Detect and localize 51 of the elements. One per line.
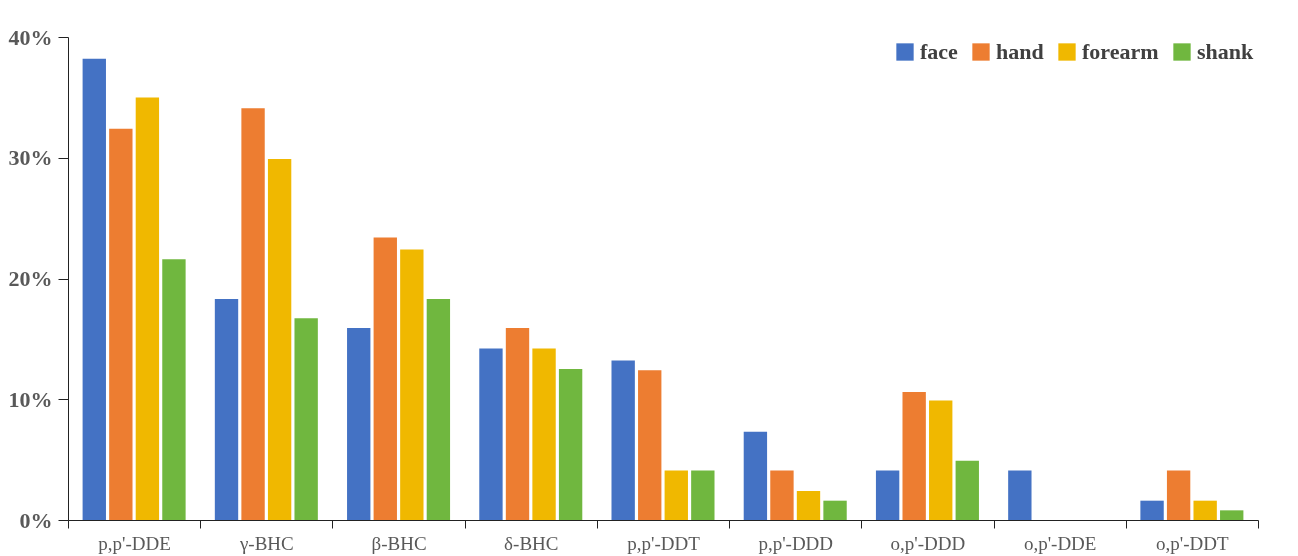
x-tick-label: p,p'-DDE (98, 532, 171, 554)
x-tick-label: γ-BHC (238, 532, 294, 554)
x-tick-label: o,p'-DDT (1156, 532, 1230, 554)
x-tick-label: o,p'-DDD (890, 532, 966, 554)
bar (1193, 500, 1217, 520)
bar (135, 97, 160, 520)
bar (294, 318, 318, 520)
legend-label: hand (996, 39, 1044, 64)
bar (902, 392, 926, 520)
x-tick-label: p,p'-DDD (758, 532, 834, 554)
y-tick-label: 30% (8, 145, 53, 171)
bar (505, 328, 530, 520)
bar (770, 470, 794, 520)
bar (823, 500, 847, 520)
bar (109, 128, 133, 520)
bar (267, 158, 292, 520)
x-tick-label: β-BHC (371, 532, 427, 554)
bar (638, 370, 662, 520)
bar (796, 491, 821, 520)
bar (1220, 510, 1244, 520)
bar (691, 470, 715, 520)
y-tick-label: 0% (19, 507, 53, 533)
bar (955, 460, 979, 520)
x-tick-label: p,p'-DDT (627, 532, 701, 554)
bar (743, 431, 768, 520)
legend-label: shank (1197, 39, 1255, 64)
bar (82, 58, 106, 520)
bar (1008, 470, 1032, 520)
bar (875, 470, 900, 520)
legend-label: forearm (1082, 39, 1159, 64)
x-tick-label: δ-BHC (504, 532, 559, 554)
bar (373, 237, 397, 520)
y-tick-label: 10% (8, 386, 53, 412)
bar (400, 249, 424, 520)
bar (1140, 500, 1164, 520)
bar (664, 470, 688, 520)
y-tick-label: 20% (8, 266, 53, 291)
bar (558, 369, 583, 520)
x-tick-label: o,p'-DDE (1023, 532, 1097, 554)
bar (347, 328, 371, 520)
bar (241, 108, 265, 520)
bar (479, 348, 503, 520)
bar (929, 400, 953, 520)
bar (426, 299, 451, 520)
legend-label: face (920, 39, 959, 64)
bar (611, 360, 635, 520)
bar (162, 259, 186, 520)
y-tick-label: 40% (8, 24, 53, 50)
bar (214, 299, 239, 520)
bar (1166, 470, 1191, 520)
bar (532, 348, 556, 520)
